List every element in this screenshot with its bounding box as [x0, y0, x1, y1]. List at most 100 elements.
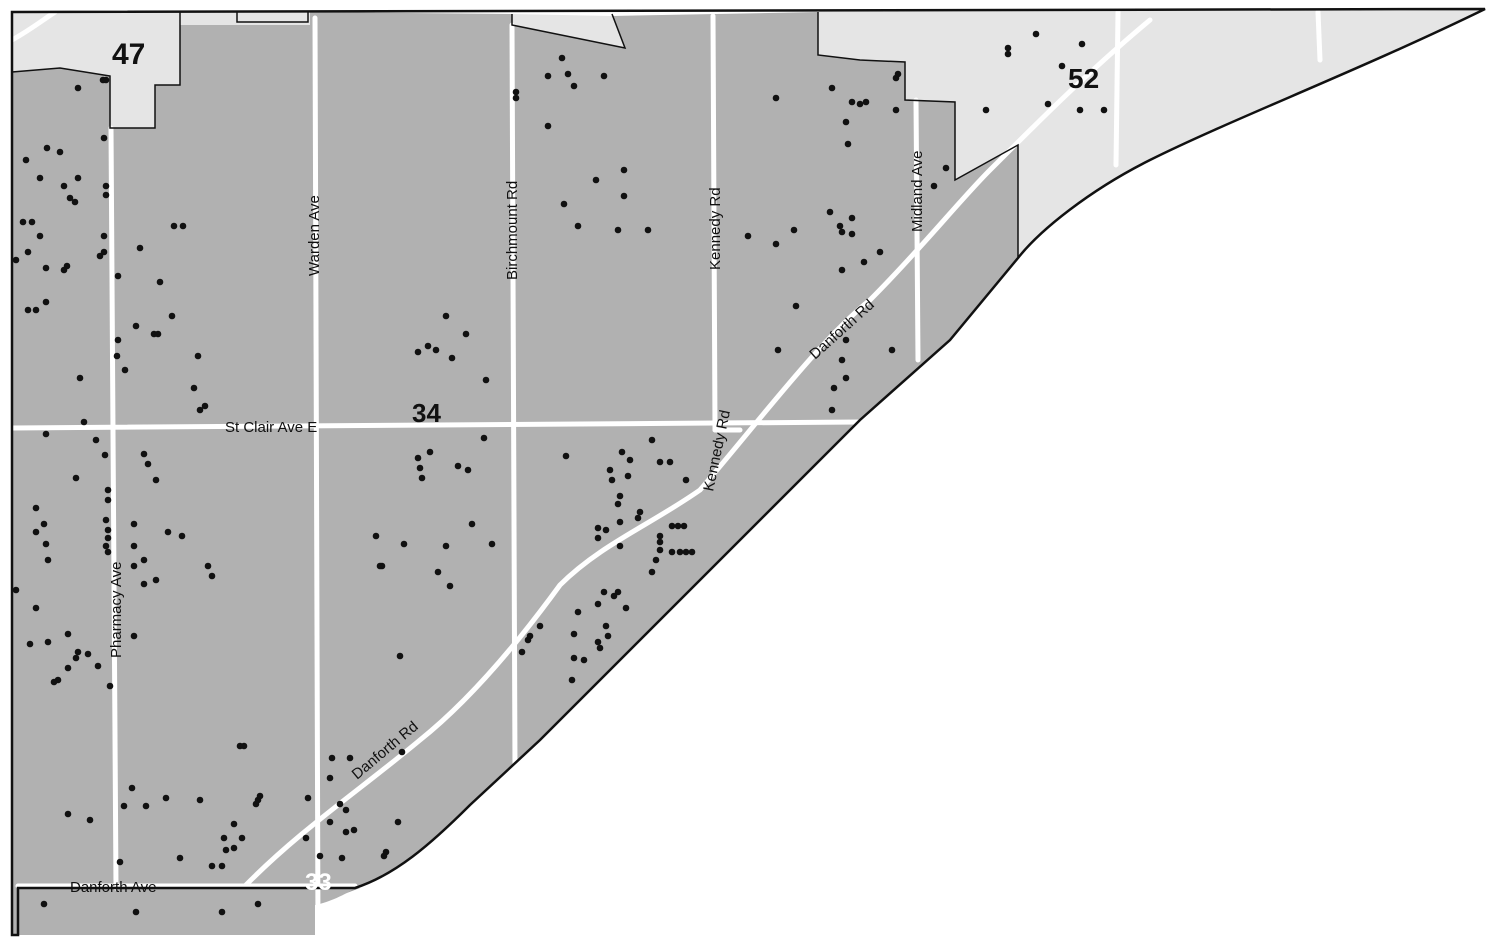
district-neighbor-top-sliver	[512, 14, 625, 48]
map-point	[168, 312, 176, 320]
map-point	[620, 192, 628, 200]
map-point	[656, 458, 664, 466]
map-point	[346, 754, 354, 762]
map-point	[152, 576, 160, 584]
point-layer	[12, 30, 1108, 916]
map-point	[426, 448, 434, 456]
map-point	[50, 678, 58, 686]
map-point	[680, 522, 688, 530]
map-point	[230, 844, 238, 852]
map-point	[842, 336, 850, 344]
map-point	[12, 586, 20, 594]
map-point	[416, 464, 424, 472]
map-point	[856, 100, 864, 108]
map-point	[842, 374, 850, 382]
map-point	[652, 556, 660, 564]
map-point	[12, 256, 20, 264]
map-point	[44, 556, 52, 564]
map-point	[136, 244, 144, 252]
map-point	[462, 330, 470, 338]
map-point	[594, 638, 602, 646]
map-point	[622, 604, 630, 612]
map-point	[862, 98, 870, 106]
map-point	[66, 194, 74, 202]
map-point	[544, 72, 552, 80]
label-birchmount-rd: Birchmount Rd	[504, 181, 521, 280]
map-point	[40, 520, 48, 528]
map-point	[140, 580, 148, 588]
map-point	[196, 796, 204, 804]
map-point	[372, 532, 380, 540]
map-point	[544, 122, 552, 130]
map-point	[32, 306, 40, 314]
map-point	[574, 608, 582, 616]
road-northwest-curve	[9, 9, 58, 43]
map-point	[74, 648, 82, 656]
map-point	[106, 682, 114, 690]
map-point	[208, 862, 216, 870]
map-point	[482, 376, 490, 384]
map-point	[792, 302, 800, 310]
top-small-box	[236, 12, 309, 23]
map-point	[564, 70, 572, 78]
map-point	[424, 342, 432, 350]
map-point	[56, 148, 64, 156]
map-point	[434, 568, 442, 576]
road-network	[9, 9, 1323, 938]
map-point	[194, 352, 202, 360]
map-point	[1004, 50, 1012, 58]
map-point	[838, 356, 846, 364]
map-point	[326, 818, 334, 826]
map-point	[376, 562, 384, 570]
district-label-33: 33	[305, 869, 332, 896]
road-st-clair-ave-e	[9, 419, 863, 431]
map-point	[114, 336, 122, 344]
map-point	[342, 806, 350, 814]
map-point	[64, 664, 72, 672]
map-point	[636, 508, 644, 516]
map-point	[100, 232, 108, 240]
map-point	[86, 816, 94, 824]
map-point	[656, 546, 664, 554]
road-birchmount-rd	[509, 22, 518, 773]
map-point	[116, 858, 124, 866]
map-point	[190, 384, 198, 392]
map-point	[608, 476, 616, 484]
map-point	[114, 272, 122, 280]
map-point	[350, 826, 358, 834]
map-point	[602, 526, 610, 534]
map-point	[100, 134, 108, 142]
map-point	[930, 182, 938, 190]
map-point	[326, 774, 334, 782]
map-point	[828, 406, 836, 414]
map-point	[156, 278, 164, 286]
map-point	[92, 436, 100, 444]
map-point	[304, 794, 312, 802]
map-point	[772, 240, 780, 248]
map-point	[562, 452, 570, 460]
map-point	[121, 366, 129, 374]
map-point	[179, 222, 187, 230]
map-point	[414, 454, 422, 462]
map-point	[142, 802, 150, 810]
map-point	[40, 900, 48, 908]
map-point	[644, 226, 652, 234]
map-point	[336, 800, 344, 808]
map-point	[154, 330, 162, 338]
map-point	[176, 854, 184, 862]
map-point	[238, 834, 246, 842]
map-point	[74, 174, 82, 182]
map-point	[790, 226, 798, 234]
map-point	[574, 222, 582, 230]
map-point	[60, 182, 68, 190]
map-point	[674, 522, 682, 530]
map-point	[648, 436, 656, 444]
top-sliver-boundary	[511, 13, 627, 50]
map-point	[104, 548, 112, 556]
map-point	[668, 548, 676, 556]
ward-boundary	[10, 7, 1486, 937]
map-point	[518, 648, 526, 656]
map-point	[132, 908, 140, 916]
map-point	[302, 834, 310, 842]
